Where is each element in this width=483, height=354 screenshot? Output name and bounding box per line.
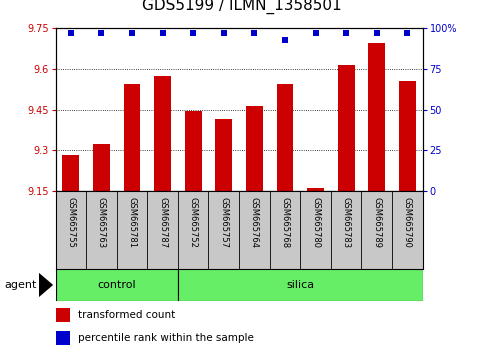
Bar [185,111,201,191]
Text: GSM665768: GSM665768 [281,198,289,249]
Bar [399,81,416,191]
Point [67,30,75,36]
Text: GSM665783: GSM665783 [341,198,351,249]
Bar [124,84,141,191]
Text: GSM665781: GSM665781 [128,198,137,249]
Bar [56,331,70,344]
Point [251,30,258,36]
Text: GSM665757: GSM665757 [219,198,228,249]
Bar [154,76,171,191]
Bar [62,154,79,191]
Bar [369,43,385,191]
Text: control: control [98,280,136,290]
Point [403,30,411,36]
Text: agent: agent [5,280,37,290]
Text: GSM665763: GSM665763 [97,198,106,249]
Text: GSM665787: GSM665787 [158,198,167,249]
Text: silica: silica [286,280,314,290]
Point [342,30,350,36]
Point [189,30,197,36]
Point [281,37,289,42]
Bar [56,308,70,322]
Bar [307,188,324,191]
Text: GSM665752: GSM665752 [189,198,198,248]
Bar [178,269,423,301]
Point [159,30,167,36]
Text: GSM665780: GSM665780 [311,198,320,249]
Bar [277,84,293,191]
Bar [246,105,263,191]
Point [220,30,227,36]
Bar [93,144,110,191]
Text: percentile rank within the sample: percentile rank within the sample [78,332,254,343]
Bar [338,65,355,191]
Polygon shape [39,273,53,297]
Text: GSM665790: GSM665790 [403,198,412,248]
Point [373,30,381,36]
Bar [56,269,178,301]
Bar [215,119,232,191]
Point [98,30,105,36]
Point [128,30,136,36]
Text: transformed count: transformed count [78,310,175,320]
Text: GSM665755: GSM665755 [66,198,75,248]
Text: GSM665764: GSM665764 [250,198,259,249]
Point [312,30,319,36]
Text: GDS5199 / ILMN_1358501: GDS5199 / ILMN_1358501 [142,0,341,14]
Text: GSM665789: GSM665789 [372,198,381,249]
